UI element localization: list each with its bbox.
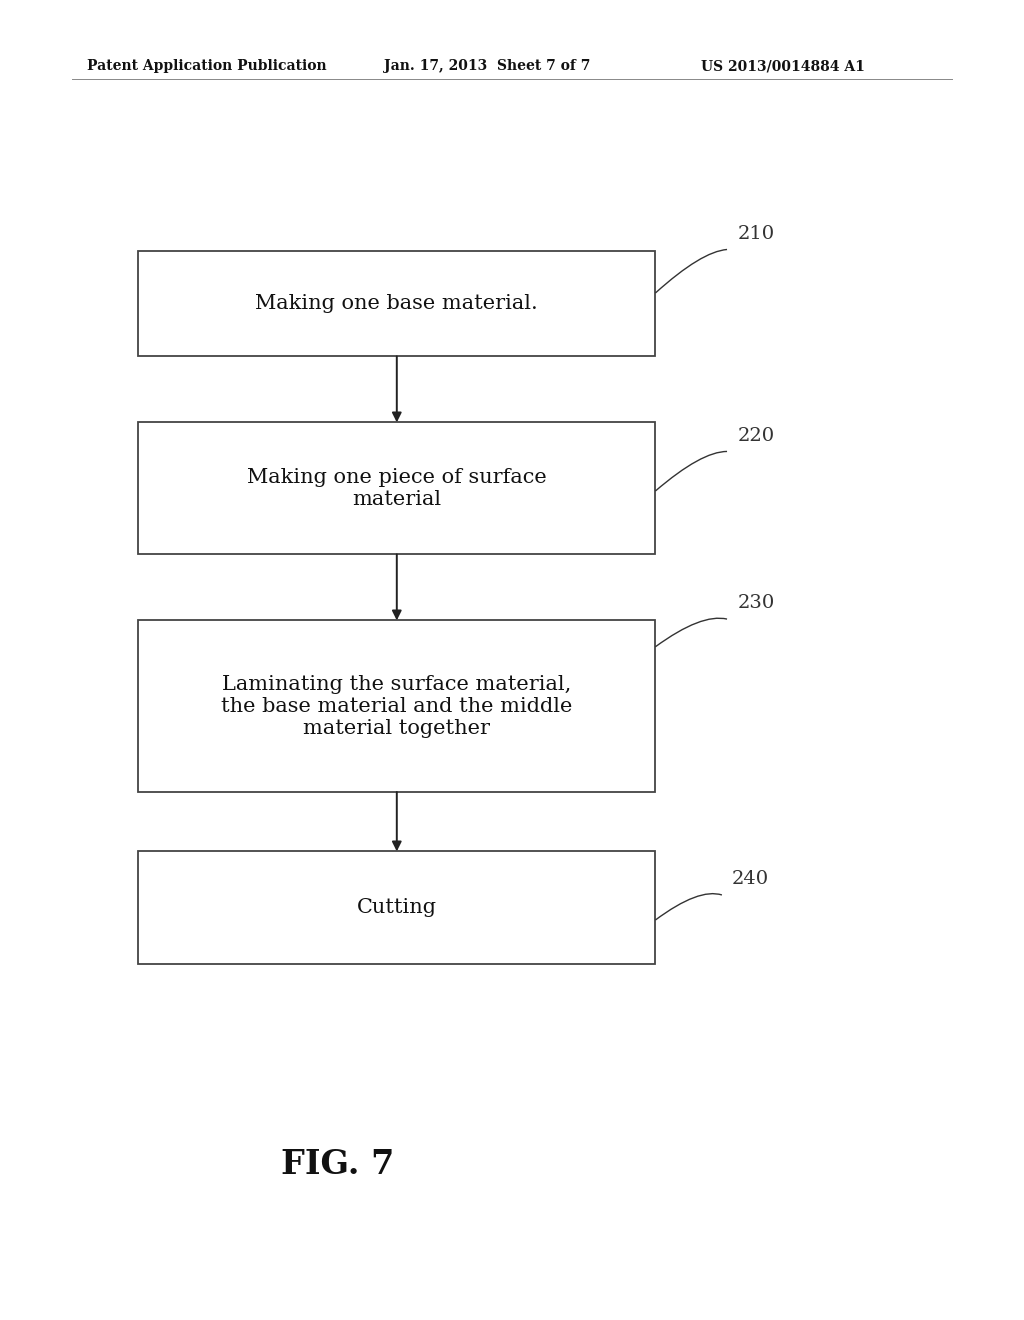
Bar (138, 251, 655, 356)
Text: 210: 210 (737, 224, 774, 243)
Bar (138, 620, 655, 792)
Text: Jan. 17, 2013  Sheet 7 of 7: Jan. 17, 2013 Sheet 7 of 7 (384, 59, 591, 74)
Bar (138, 422, 655, 554)
Text: FIG. 7: FIG. 7 (282, 1147, 394, 1180)
Text: US 2013/0014884 A1: US 2013/0014884 A1 (701, 59, 865, 74)
Text: Making one base material.: Making one base material. (255, 294, 539, 313)
Text: Patent Application Publication: Patent Application Publication (87, 59, 327, 74)
Text: Laminating the surface material,
the base material and the middle
material toget: Laminating the surface material, the bas… (221, 675, 572, 738)
Text: 240: 240 (732, 870, 769, 888)
Text: Making one piece of surface
material: Making one piece of surface material (247, 467, 547, 510)
Bar (138, 851, 655, 964)
Text: 220: 220 (737, 426, 774, 445)
Text: Cutting: Cutting (356, 898, 437, 917)
Text: 230: 230 (737, 594, 774, 612)
